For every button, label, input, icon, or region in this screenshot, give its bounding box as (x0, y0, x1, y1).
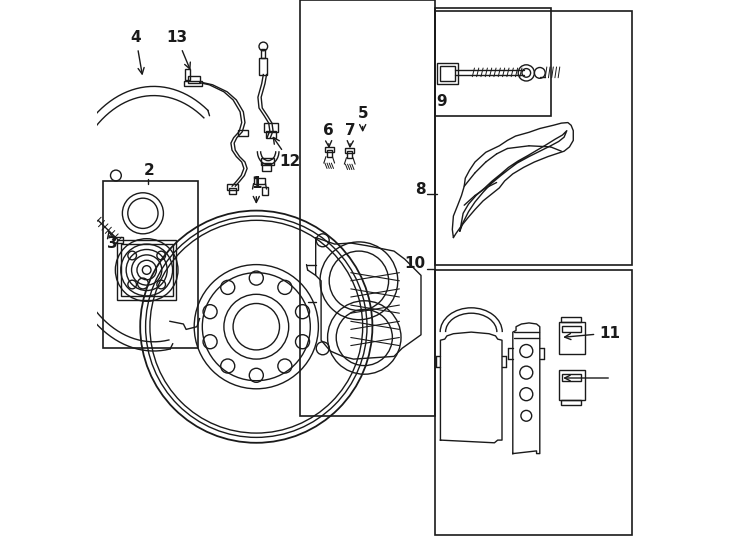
Bar (184, 81, 202, 86)
Bar (238, 130, 247, 136)
Bar (562, 326, 581, 332)
Bar (264, 123, 278, 132)
Bar (435, 8, 550, 116)
Bar (437, 63, 458, 84)
Text: 12: 12 (273, 138, 301, 170)
Bar (229, 188, 236, 194)
Bar (325, 147, 333, 152)
Bar (188, 76, 200, 83)
Bar (121, 244, 172, 296)
Bar (561, 317, 581, 322)
Text: 10: 10 (404, 256, 426, 271)
Bar (113, 237, 123, 243)
Bar (259, 58, 267, 75)
Text: 5: 5 (357, 106, 368, 131)
Bar (185, 69, 190, 80)
Bar (299, 0, 435, 416)
Bar (117, 240, 176, 300)
Bar (559, 322, 584, 354)
Bar (562, 374, 581, 381)
Bar (346, 148, 354, 153)
Text: 11: 11 (564, 326, 620, 341)
Bar (266, 131, 276, 138)
Bar (561, 400, 581, 405)
Bar (440, 66, 455, 81)
Bar (103, 181, 198, 348)
Bar (254, 178, 266, 184)
Bar (435, 270, 631, 535)
Bar (262, 163, 271, 171)
Bar (262, 187, 268, 195)
Text: 3: 3 (106, 231, 117, 252)
Text: 1: 1 (251, 176, 261, 202)
Bar (261, 158, 274, 165)
Text: 9: 9 (437, 94, 447, 109)
Bar (559, 370, 584, 400)
Bar (347, 151, 352, 158)
Text: 2: 2 (144, 163, 155, 178)
Text: 4: 4 (131, 30, 144, 74)
Text: 6: 6 (323, 123, 333, 147)
Bar (327, 150, 332, 157)
Bar (261, 49, 266, 58)
Bar (227, 184, 238, 190)
Bar (435, 11, 631, 265)
Text: 13: 13 (167, 30, 190, 69)
Text: 8: 8 (415, 181, 426, 197)
Text: 7: 7 (346, 123, 356, 147)
